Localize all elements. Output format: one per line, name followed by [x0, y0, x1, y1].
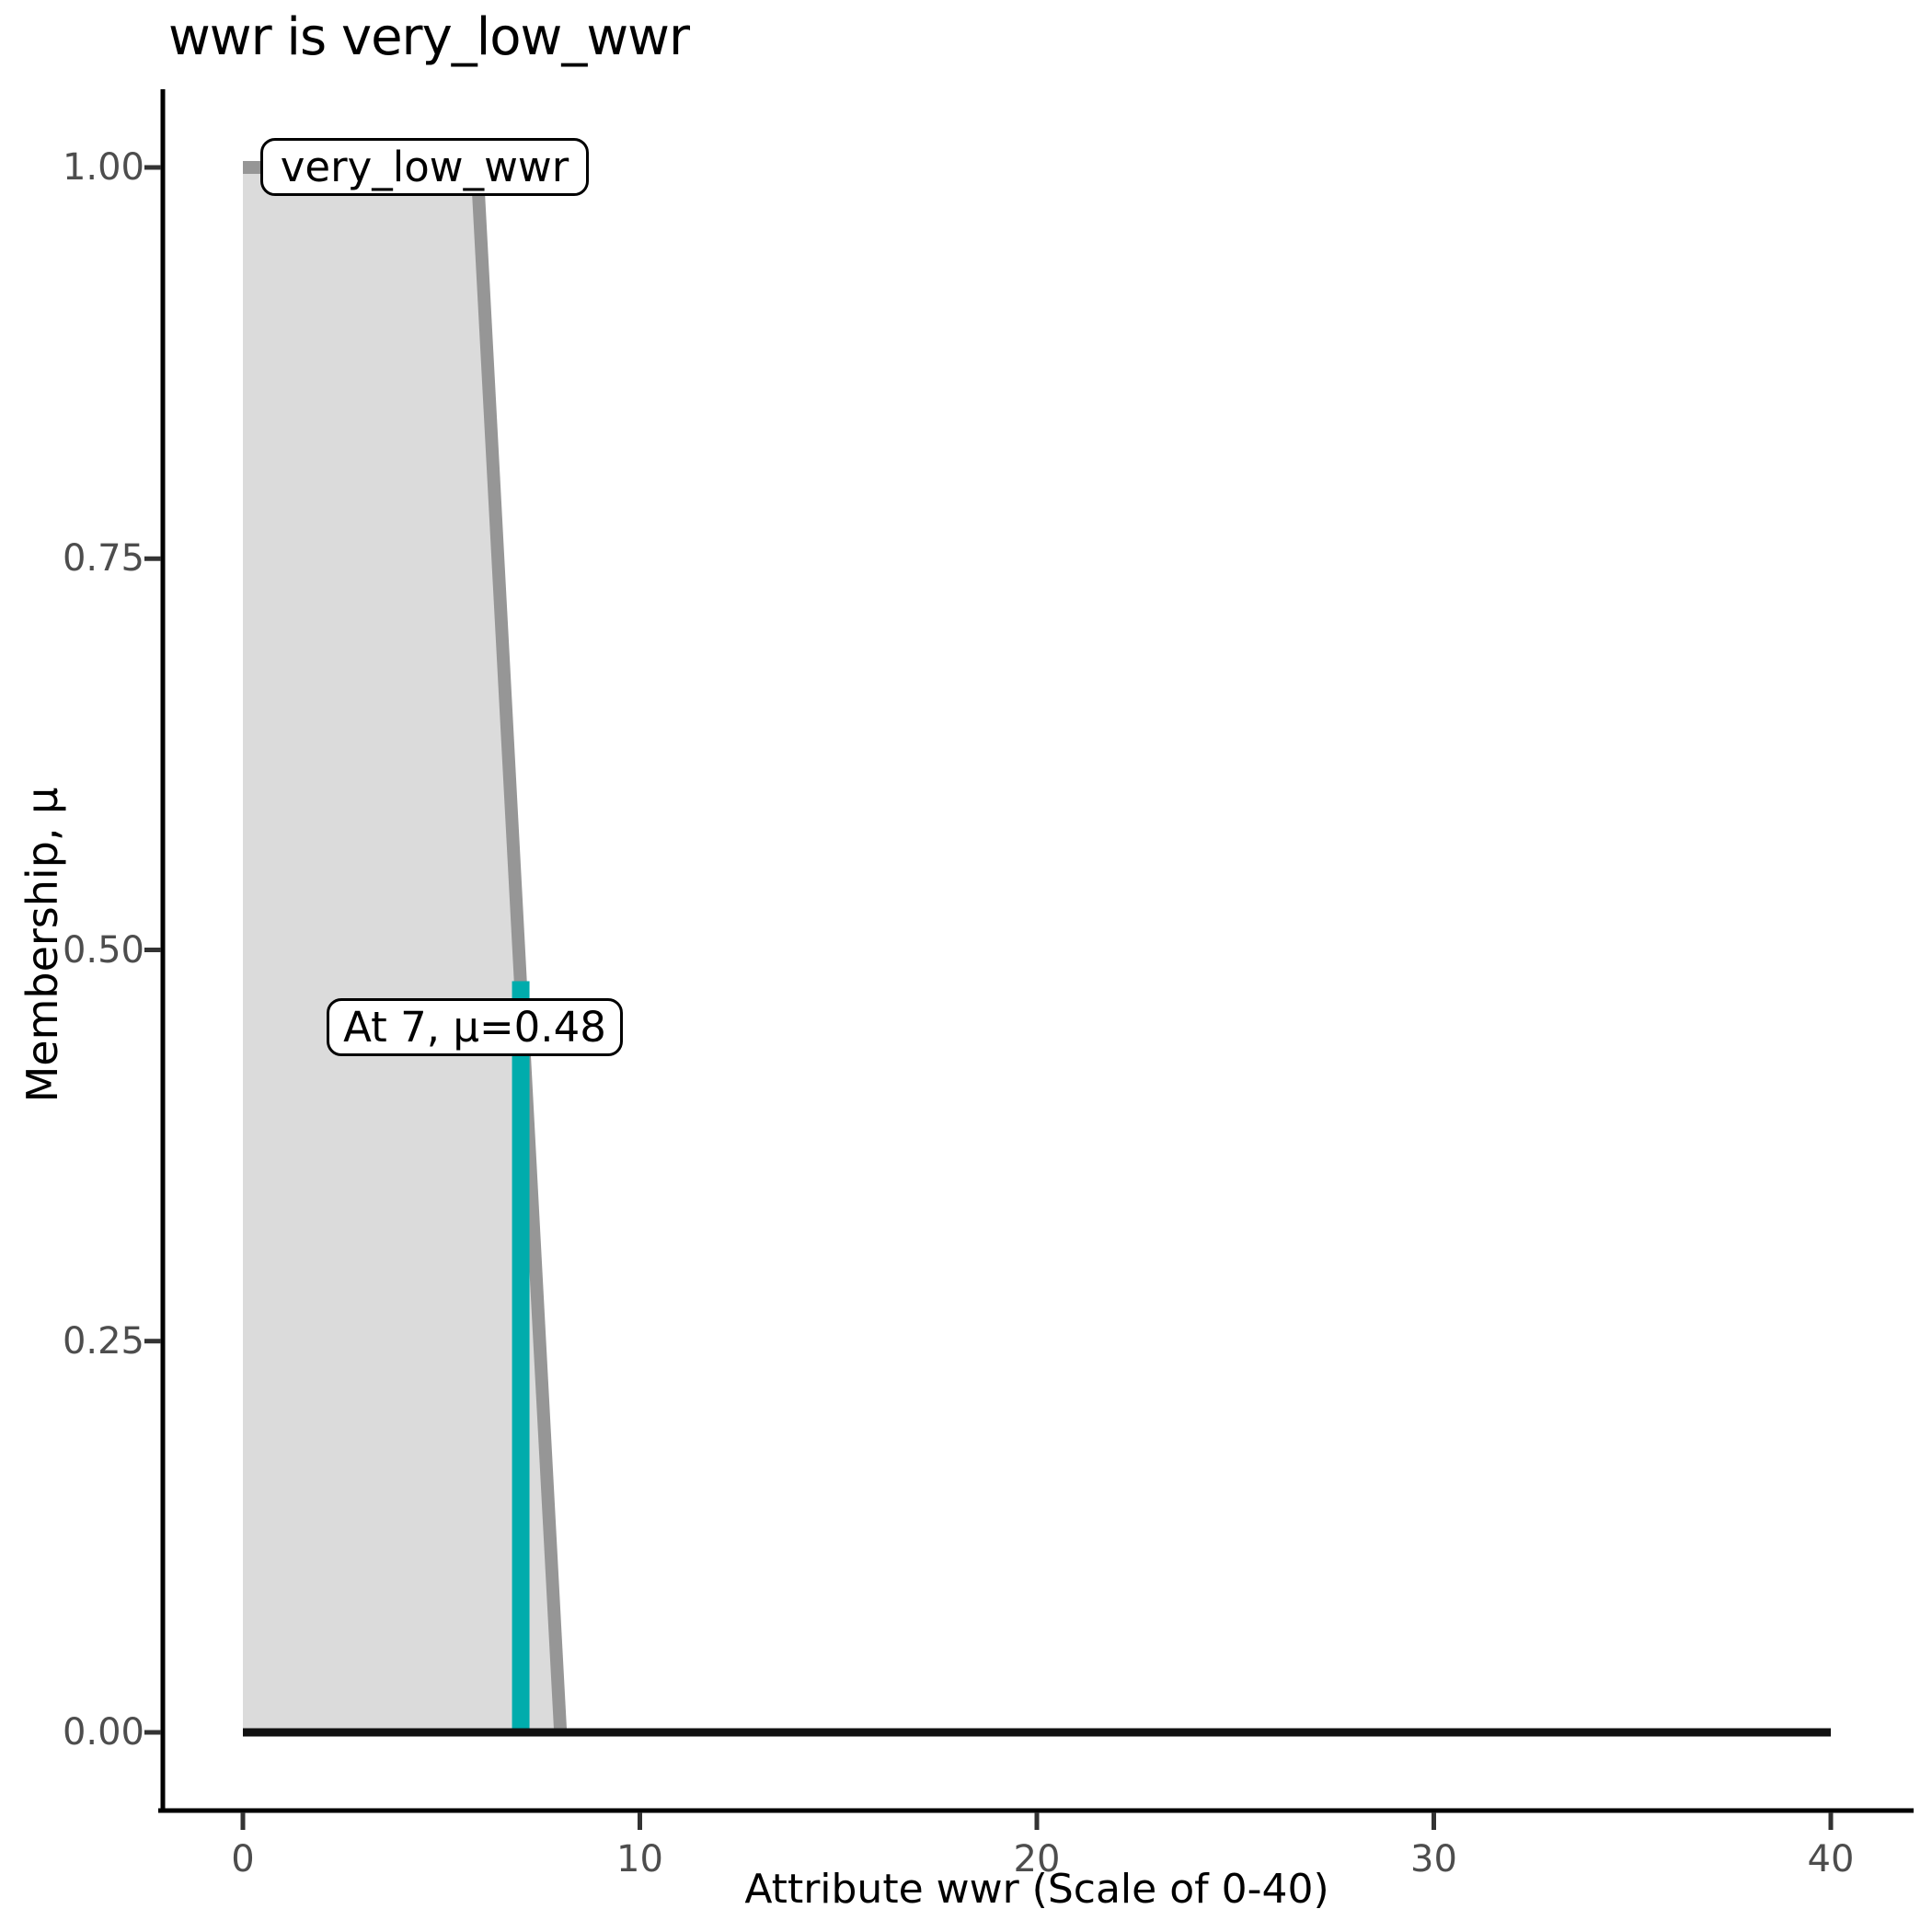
set-label-box: very_low_wwr: [260, 138, 589, 196]
x-tick-label: 20: [1013, 1838, 1061, 1880]
indicator-label-box: At 7, μ=0.48: [327, 998, 623, 1056]
y-tick-label: 1.00: [62, 146, 144, 189]
x-axis-title: Attribute wwr (Scale of 0-40): [744, 1866, 1329, 1913]
x-tick-label: 40: [1807, 1838, 1855, 1880]
y-tick-label: 0.00: [62, 1711, 144, 1754]
chart-title: wwr is very_low_wwr: [168, 7, 690, 67]
indicator-label-text: At 7, μ=0.48: [343, 1003, 606, 1052]
y-tick-label: 0.50: [62, 928, 144, 972]
y-tick-label: 0.75: [62, 537, 144, 581]
x-tick-label: 10: [616, 1838, 663, 1880]
x-tick-label: 30: [1410, 1838, 1457, 1880]
y-tick-label: 0.25: [62, 1319, 144, 1363]
membership-area: [243, 167, 561, 1732]
set-label-text: very_low_wwr: [280, 143, 569, 191]
x-tick-label: 0: [231, 1838, 255, 1880]
